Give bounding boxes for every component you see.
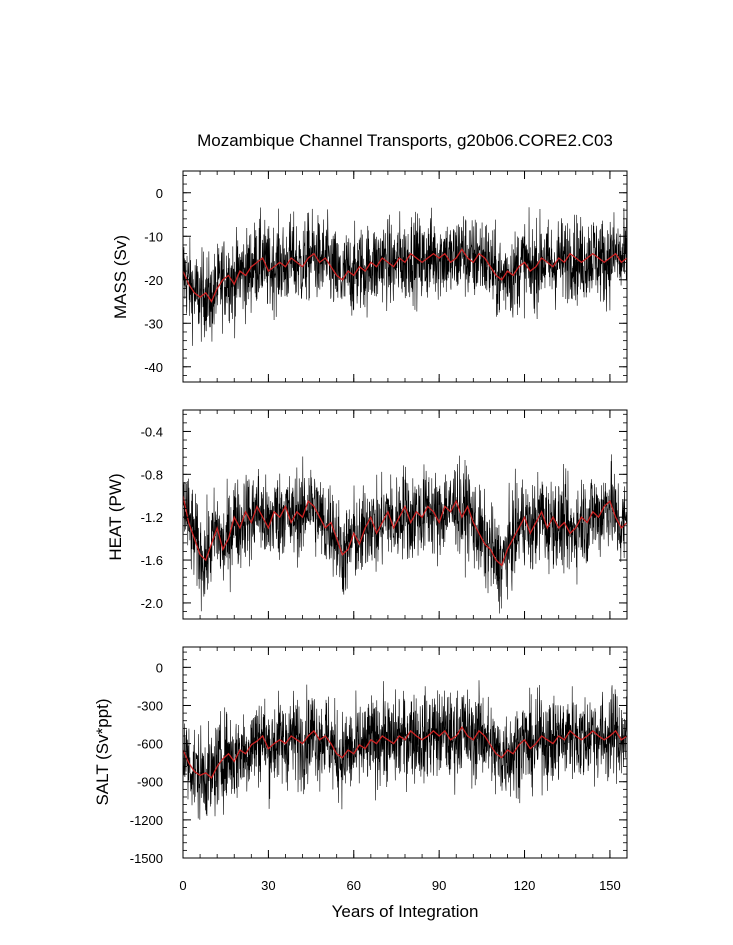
y-tick-label: -900 [137, 775, 163, 790]
y-tick-label: -10 [144, 229, 163, 244]
x-axis-label: Years of Integration [332, 902, 479, 921]
y-tick-label: 0 [156, 660, 163, 675]
y-tick-label: -0.4 [141, 424, 163, 439]
chart-title: Mozambique Channel Transports, g20b06.CO… [197, 131, 613, 150]
panel-salt: SALT (Sv*ppt) 0 -300 -600 -900 -1200 -1500 [93, 646, 628, 866]
annual-mean-line [183, 725, 627, 779]
x-tick-label: 90 [432, 878, 446, 893]
panel-mass: MASS (Sv) 0 -10 -20 -30 -40 [111, 170, 628, 383]
x-tick-label: 150 [599, 878, 621, 893]
x-axis: 0 30 60 90 120 150 [179, 878, 620, 893]
y-tick-label: -20 [144, 273, 163, 288]
y-axis-label-salt: SALT (Sv*ppt) [93, 698, 112, 805]
y-tick-label: -1.6 [141, 553, 163, 568]
y-tick-label: -1.2 [141, 510, 163, 525]
annual-mean-line [183, 248, 627, 303]
monthly-series-line [183, 454, 627, 614]
monthly-series-line [183, 207, 627, 346]
y-axis-label-heat: HEAT (PW) [106, 473, 125, 560]
y-tick-label: 0 [156, 186, 163, 201]
x-tick-label: 0 [179, 878, 186, 893]
y-tick-label: -1500 [130, 851, 163, 866]
panel-heat: HEAT (PW) -0.4 -0.8 -1.2 -1.6 -2.0 [106, 409, 628, 620]
y-tick-label: -2.0 [141, 596, 163, 611]
y-tick-label: -600 [137, 737, 163, 752]
y-tick-label: -40 [144, 360, 163, 375]
monthly-series-line [183, 680, 627, 820]
y-tick-label: -30 [144, 316, 163, 331]
x-tick-label: 120 [514, 878, 536, 893]
y-tick-label: -300 [137, 698, 163, 713]
panel-frame [182, 646, 628, 859]
x-tick-label: 60 [347, 878, 361, 893]
y-tick-label: -0.8 [141, 467, 163, 482]
y-tick-label: -1200 [130, 813, 163, 828]
y-axis-label-mass: MASS (Sv) [111, 235, 130, 319]
annual-mean-line [183, 495, 627, 567]
x-tick-label: 30 [261, 878, 275, 893]
